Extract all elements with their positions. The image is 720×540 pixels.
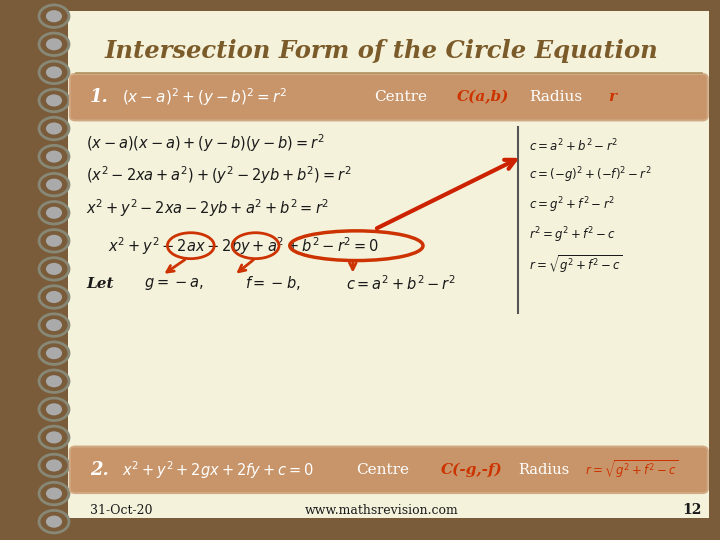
Text: $(x^2-2xa+a^2)+(y^2-2yb+b^2)=r^2$: $(x^2-2xa+a^2)+(y^2-2yb+b^2)=r^2$ — [86, 165, 352, 186]
Text: 1.: 1. — [90, 88, 109, 106]
Circle shape — [46, 431, 62, 443]
Circle shape — [46, 179, 62, 191]
Text: $c=a^2+b^2-r^2$: $c=a^2+b^2-r^2$ — [346, 274, 456, 293]
Text: $(x-a)^2+(y-b)^2=r^2$: $(x-a)^2+(y-b)^2=r^2$ — [122, 86, 288, 108]
Circle shape — [46, 10, 62, 22]
Text: Radius: Radius — [518, 463, 570, 477]
Circle shape — [46, 291, 62, 303]
Circle shape — [46, 347, 62, 359]
Circle shape — [46, 460, 62, 471]
Text: $c=a^2+b^2-r^2$: $c=a^2+b^2-r^2$ — [529, 138, 618, 154]
Circle shape — [46, 123, 62, 134]
Circle shape — [46, 235, 62, 247]
FancyBboxPatch shape — [70, 74, 708, 120]
Text: $r=\sqrt{g^2+f^2-c}$: $r=\sqrt{g^2+f^2-c}$ — [529, 253, 623, 276]
Text: C(a,b): C(a,b) — [457, 90, 510, 104]
Text: C(-g,-f): C(-g,-f) — [441, 463, 503, 477]
Text: $c=(-g)^2+(-f)^2-r^2$: $c=(-g)^2+(-f)^2-r^2$ — [529, 166, 652, 185]
Text: $g=-a,$: $g=-a,$ — [144, 275, 204, 292]
Circle shape — [46, 66, 62, 78]
Text: Intersection Form of the Circle Equation: Intersection Form of the Circle Equation — [104, 39, 659, 63]
Text: $f=-b,$: $f=-b,$ — [245, 274, 300, 293]
Text: www.mathsrevision.com: www.mathsrevision.com — [305, 504, 459, 517]
Circle shape — [46, 488, 62, 500]
Text: Let: Let — [86, 276, 114, 291]
FancyBboxPatch shape — [68, 11, 709, 518]
Circle shape — [46, 319, 62, 331]
Text: Radius: Radius — [529, 90, 582, 104]
Circle shape — [46, 375, 62, 387]
Circle shape — [46, 516, 62, 528]
Text: $c=g^2+f^2-r^2$: $c=g^2+f^2-r^2$ — [529, 195, 615, 215]
Circle shape — [46, 207, 62, 219]
Text: $x^2+y^2-2xa-2yb+a^2+b^2=r^2$: $x^2+y^2-2xa-2yb+a^2+b^2=r^2$ — [86, 197, 330, 219]
Text: 31-Oct-20: 31-Oct-20 — [90, 504, 153, 517]
Text: r: r — [608, 90, 616, 104]
Text: 12: 12 — [683, 503, 702, 517]
Text: $x^2+y^2-2ax-2by+a^2+b^2-r^2=0$: $x^2+y^2-2ax-2by+a^2+b^2-r^2=0$ — [108, 235, 379, 256]
Text: $x^2+y^2+2gx+2fy+c=0$: $x^2+y^2+2gx+2fy+c=0$ — [122, 459, 314, 481]
Text: $(x-a)(x-a)+(y-b)(y-b)=r^2$: $(x-a)(x-a)+(y-b)(y-b)=r^2$ — [86, 132, 325, 154]
Text: $r^2=g^2+f^2-c$: $r^2=g^2+f^2-c$ — [529, 225, 616, 245]
Text: Centre: Centre — [356, 463, 410, 477]
Circle shape — [46, 38, 62, 50]
FancyBboxPatch shape — [70, 447, 708, 493]
Text: $r=\sqrt{g^2+f^2-c}$: $r=\sqrt{g^2+f^2-c}$ — [585, 458, 678, 481]
Text: Centre: Centre — [374, 90, 428, 104]
Text: 2.: 2. — [90, 461, 109, 479]
Circle shape — [46, 403, 62, 415]
Circle shape — [46, 263, 62, 275]
Circle shape — [46, 94, 62, 106]
Circle shape — [46, 151, 62, 163]
